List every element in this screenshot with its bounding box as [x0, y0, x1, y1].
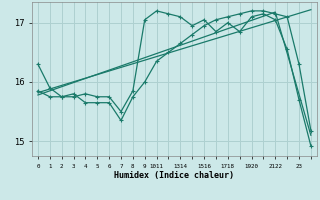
X-axis label: Humidex (Indice chaleur): Humidex (Indice chaleur)	[115, 171, 234, 180]
